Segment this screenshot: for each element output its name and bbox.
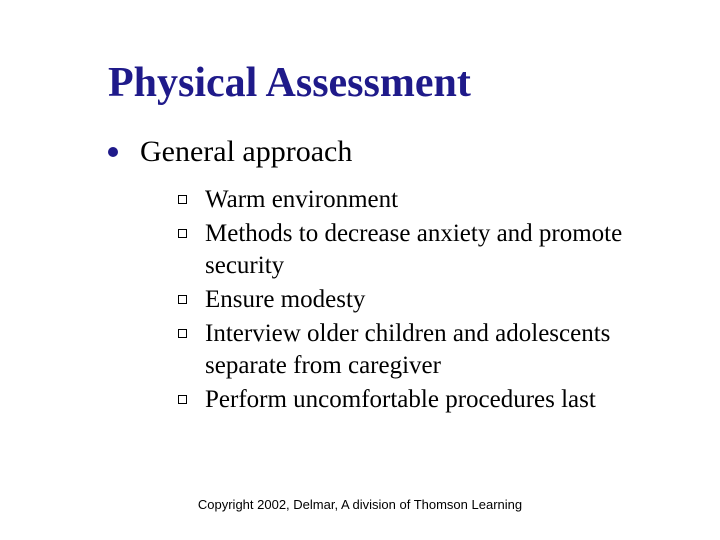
level2-text: Warm environment — [205, 184, 398, 216]
list-item: Interview older children and adolescents… — [178, 318, 640, 382]
square-bullet-icon — [178, 395, 187, 404]
square-bullet-icon — [178, 195, 187, 204]
level2-text: Perform uncomfortable procedures last — [205, 384, 596, 416]
level1-text: General approach — [140, 134, 352, 170]
level2-text: Methods to decrease anxiety and promote … — [205, 218, 625, 282]
bullet-level2-list: Warm environment Methods to decrease anx… — [178, 184, 640, 416]
bullet-level1: General approach — [108, 134, 640, 170]
level2-text: Interview older children and adolescents… — [205, 318, 625, 382]
square-bullet-icon — [178, 295, 187, 304]
square-bullet-icon — [178, 329, 187, 338]
list-item: Warm environment — [178, 184, 640, 216]
level2-text: Ensure modesty — [205, 284, 365, 316]
slide-title: Physical Assessment — [108, 60, 640, 106]
copyright-footer: Copyright 2002, Delmar, A division of Th… — [0, 497, 720, 512]
disc-bullet-icon — [108, 147, 118, 157]
list-item: Ensure modesty — [178, 284, 640, 316]
list-item: Perform uncomfortable procedures last — [178, 384, 640, 416]
square-bullet-icon — [178, 229, 187, 238]
slide-content: Physical Assessment General approach War… — [0, 0, 720, 416]
list-item: Methods to decrease anxiety and promote … — [178, 218, 640, 282]
